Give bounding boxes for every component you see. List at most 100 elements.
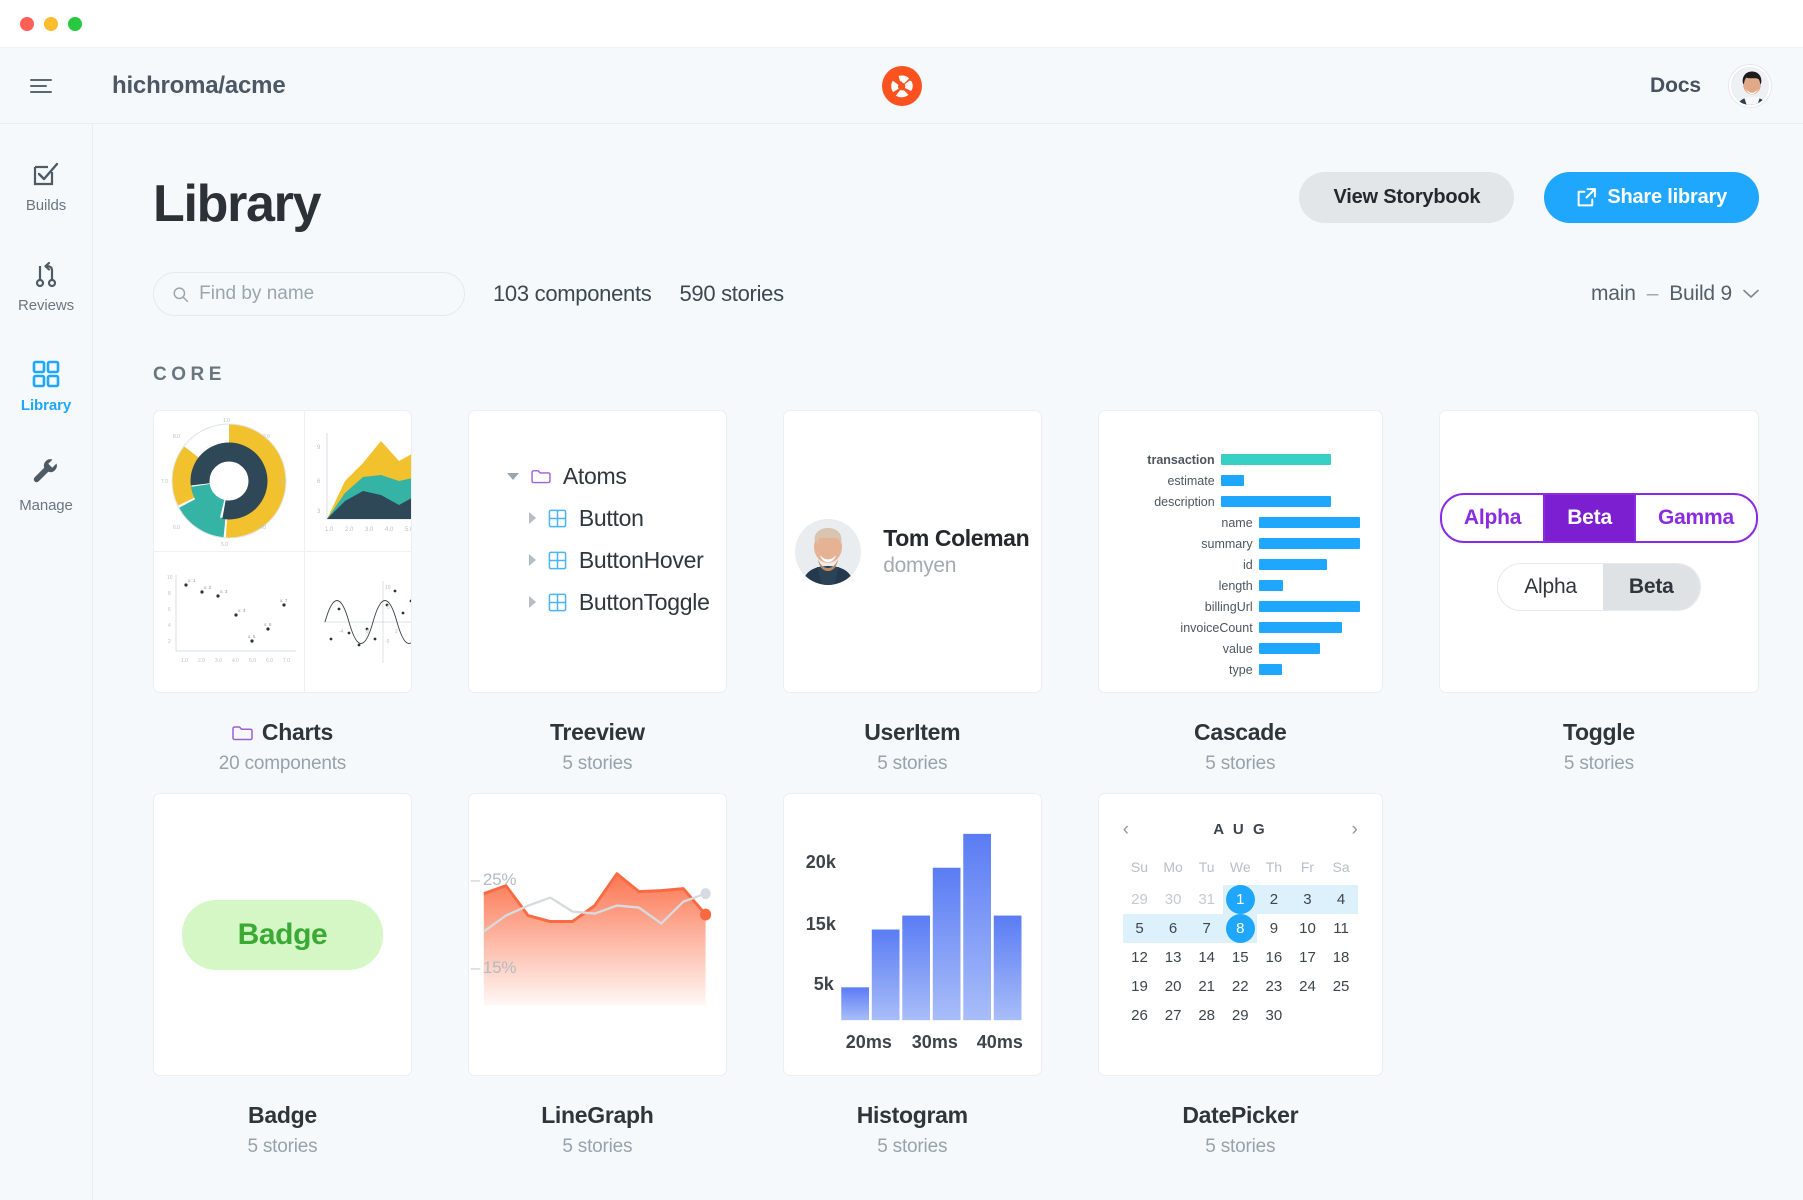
datepicker-day[interactable]: 13 bbox=[1164, 949, 1182, 966]
svg-text:5.0: 5.0 bbox=[405, 527, 412, 533]
card-cascade[interactable]: transaction estimate description name summar… bbox=[1097, 410, 1383, 775]
card-linegraph[interactable]: 25% 15% – – LineGraph 5 stories bbox=[467, 793, 727, 1158]
datepicker-day[interactable]: 24 bbox=[1299, 978, 1316, 995]
segment-gamma[interactable]: Gamma bbox=[1657, 505, 1734, 529]
svg-text:5: 5 bbox=[387, 605, 390, 611]
tree-row[interactable]: ButtonToggle bbox=[507, 581, 726, 623]
datepicker-day[interactable]: 29 bbox=[1231, 1007, 1249, 1024]
segment-alpha[interactable]: Alpha bbox=[1524, 574, 1577, 598]
tree-row[interactable]: Button bbox=[507, 497, 726, 539]
datepicker-day[interactable]: 30 bbox=[1164, 891, 1182, 908]
branch-build-separator: – bbox=[1646, 282, 1659, 305]
datepicker-day[interactable]: 10 bbox=[1299, 920, 1316, 937]
sidebar-item-manage[interactable]: Manage bbox=[0, 458, 92, 514]
card-title-row: Cascade bbox=[1194, 719, 1287, 746]
datepicker-day-selected[interactable]: 1 bbox=[1225, 885, 1255, 914]
docs-link[interactable]: Docs bbox=[1650, 73, 1701, 97]
card-toggle[interactable]: Alpha Beta Gamma Alpha Beta T bbox=[1438, 410, 1759, 775]
component-grid-icon bbox=[548, 509, 567, 527]
share-library-button[interactable]: Share library bbox=[1544, 172, 1759, 223]
datepicker-day[interactable]: 5 bbox=[1122, 914, 1157, 943]
view-storybook-button[interactable]: View Storybook bbox=[1299, 172, 1515, 223]
datepicker-day[interactable]: 2 bbox=[1257, 885, 1291, 914]
datepicker-day[interactable]: 19 bbox=[1131, 978, 1148, 995]
datepicker-day[interactable]: 27 bbox=[1164, 1007, 1182, 1024]
sidebar-item-reviews[interactable]: Reviews bbox=[0, 258, 92, 314]
datepicker-day[interactable]: 3 bbox=[1290, 885, 1325, 914]
datepicker-day[interactable]: 16 bbox=[1265, 949, 1283, 966]
card-title-row: UserItem bbox=[864, 719, 960, 746]
avatar[interactable] bbox=[1729, 64, 1771, 107]
datepicker-day[interactable]: 1 bbox=[1223, 885, 1258, 914]
status-badge: Badge bbox=[181, 899, 384, 970]
sidebar-item-label: Library bbox=[20, 397, 72, 414]
wrench-icon bbox=[33, 459, 57, 483]
cascade-row: billingUrl bbox=[1109, 598, 1360, 615]
datepicker-day[interactable]: 9 bbox=[1269, 920, 1279, 937]
tree-row[interactable]: ButtonHover bbox=[507, 539, 726, 581]
datepicker-day[interactable]: 4 bbox=[1324, 885, 1358, 914]
svg-text:x: 4: x: 4 bbox=[238, 608, 246, 613]
segmented-control-secondary[interactable]: Alpha Beta bbox=[1497, 562, 1701, 611]
card-charts[interactable]: 1.0 2.0 3.0 4.0 5.0 6.0 7.0 8.0 bbox=[153, 410, 412, 775]
chevron-right-icon[interactable]: › bbox=[1351, 819, 1358, 840]
segment-beta[interactable]: Beta bbox=[1602, 563, 1700, 610]
segment-alpha[interactable]: Alpha bbox=[1442, 494, 1546, 541]
datepicker-day[interactable]: 25 bbox=[1332, 978, 1350, 995]
segmented-control-primary[interactable]: Alpha Beta Gamma bbox=[1439, 492, 1758, 543]
card-subtitle: 20 components bbox=[218, 753, 347, 774]
cascade-row-bar bbox=[1220, 496, 1331, 507]
datepicker-day-selected[interactable]: 8 bbox=[1225, 914, 1255, 943]
datepicker-day[interactable]: 23 bbox=[1265, 978, 1283, 995]
search-icon bbox=[173, 286, 189, 302]
datepicker-day[interactable]: 22 bbox=[1231, 978, 1249, 995]
card-title-row: DatePicker bbox=[1182, 1102, 1298, 1129]
card-caption: Treeview 5 stories bbox=[468, 693, 727, 775]
datepicker-day[interactable]: 7 bbox=[1189, 914, 1224, 943]
branch-build-selector[interactable]: main – Build 9 bbox=[1591, 282, 1759, 306]
datepicker-day[interactable]: 31 bbox=[1198, 891, 1216, 908]
card-datepicker[interactable]: ‹ A U G › Su Mo Tu We Th Fr Sa 29 30 31 1 2 3 4 5 6 7 8 9 1… bbox=[1097, 793, 1383, 1158]
datepicker-day[interactable]: 14 bbox=[1198, 949, 1216, 966]
card-title: Cascade bbox=[1194, 719, 1287, 745]
window-maximize-button[interactable] bbox=[68, 16, 82, 31]
chevron-left-icon[interactable]: ‹ bbox=[1122, 819, 1130, 840]
histogram-ytick-15k: 15k bbox=[805, 914, 836, 934]
chromatic-logo-icon bbox=[881, 65, 922, 106]
search-box[interactable] bbox=[153, 272, 465, 316]
sidebar-item-builds[interactable]: Builds bbox=[0, 158, 92, 214]
datepicker-day[interactable]: 6 bbox=[1156, 914, 1190, 943]
filter-row: 103 components 590 stories main – Build … bbox=[153, 272, 1759, 316]
tree-row[interactable]: Atoms bbox=[506, 455, 726, 497]
repo-breadcrumb[interactable]: hichroma/acme bbox=[112, 71, 286, 99]
card-caption: LineGraph 5 stories bbox=[468, 1076, 727, 1158]
card-badge[interactable]: Badge Badge 5 stories bbox=[153, 793, 412, 1158]
datepicker-day[interactable]: 15 bbox=[1231, 949, 1249, 966]
datepicker-day[interactable]: 8 bbox=[1223, 914, 1258, 943]
card-useritem[interactable]: Tom Coleman domyen UserItem 5 stories bbox=[782, 410, 1042, 775]
datepicker-day[interactable]: 18 bbox=[1332, 949, 1350, 966]
window-minimize-button[interactable] bbox=[44, 16, 58, 31]
search-input[interactable] bbox=[199, 283, 446, 305]
card-histogram[interactable]: 20k 15k 5k 20ms 30ms 40ms Histogram 5 st… bbox=[782, 793, 1042, 1158]
datepicker-day[interactable]: 11 bbox=[1333, 920, 1349, 937]
segment-beta[interactable]: Beta bbox=[1545, 494, 1636, 541]
card-treeview[interactable]: Atoms Button bbox=[467, 410, 727, 775]
cascade-row-label: transaction bbox=[1147, 452, 1215, 467]
datepicker-day[interactable]: 21 bbox=[1198, 978, 1216, 995]
datepicker-day[interactable]: 17 bbox=[1299, 949, 1316, 966]
hamburger-icon[interactable] bbox=[30, 75, 56, 97]
datepicker-day[interactable]: 30 bbox=[1265, 1007, 1283, 1024]
linegraph-ytick-25: 25% bbox=[482, 870, 517, 889]
datepicker-day[interactable]: 20 bbox=[1164, 978, 1182, 995]
datepicker-day[interactable]: 28 bbox=[1198, 1007, 1216, 1024]
sidebar-item-library[interactable]: Library bbox=[0, 358, 92, 414]
cascade-row-bar bbox=[1258, 580, 1283, 591]
datepicker-day[interactable]: 29 bbox=[1131, 891, 1148, 908]
datepicker-day[interactable]: 26 bbox=[1131, 1007, 1148, 1024]
window-close-button[interactable] bbox=[20, 16, 34, 31]
datepicker-dow: Th bbox=[1265, 859, 1283, 875]
user-handle: domyen bbox=[883, 554, 957, 577]
datepicker-day[interactable]: 12 bbox=[1131, 949, 1148, 966]
svg-text:2.0: 2.0 bbox=[263, 434, 270, 440]
